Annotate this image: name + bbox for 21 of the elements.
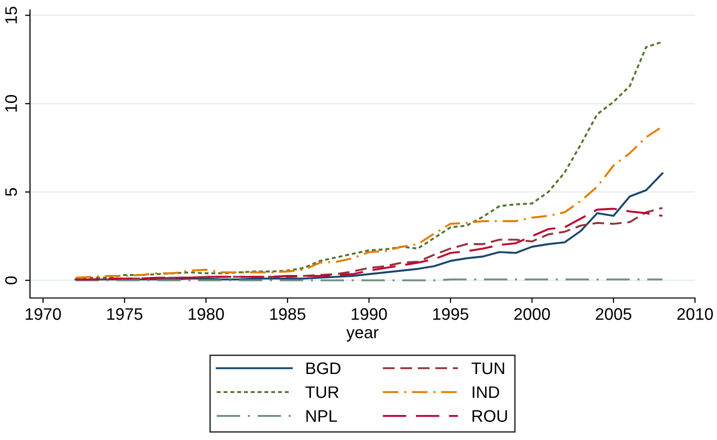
- x-tick-label: 1970: [26, 308, 61, 320]
- y-tick-label: 10: [5, 95, 17, 112]
- y-tick-label: 5: [5, 188, 17, 196]
- legend-label: IND: [472, 386, 500, 398]
- x-tick-label: 1985: [270, 308, 306, 320]
- x-axis-title: year: [346, 329, 378, 342]
- x-tick-label: 2005: [596, 308, 632, 320]
- legend-label: TUN: [472, 362, 504, 374]
- y-tick-label: 15: [5, 6, 17, 24]
- legend-label: TUR: [305, 386, 339, 398]
- x-tick-label: 2000: [514, 308, 550, 320]
- x-tick-label: 1990: [352, 308, 387, 320]
- legend-label: BGD: [306, 362, 340, 374]
- legend-label: NPL: [306, 410, 337, 422]
- line-series: [74, 172, 664, 280]
- x-tick-label: 1980: [188, 308, 224, 320]
- legend-label: ROU: [472, 410, 507, 422]
- x-tick-label: 1995: [433, 308, 468, 320]
- x-tick-label: 1975: [107, 308, 142, 320]
- y-tick-label: 0: [5, 276, 17, 284]
- x-tick-label: 2010: [677, 308, 713, 320]
